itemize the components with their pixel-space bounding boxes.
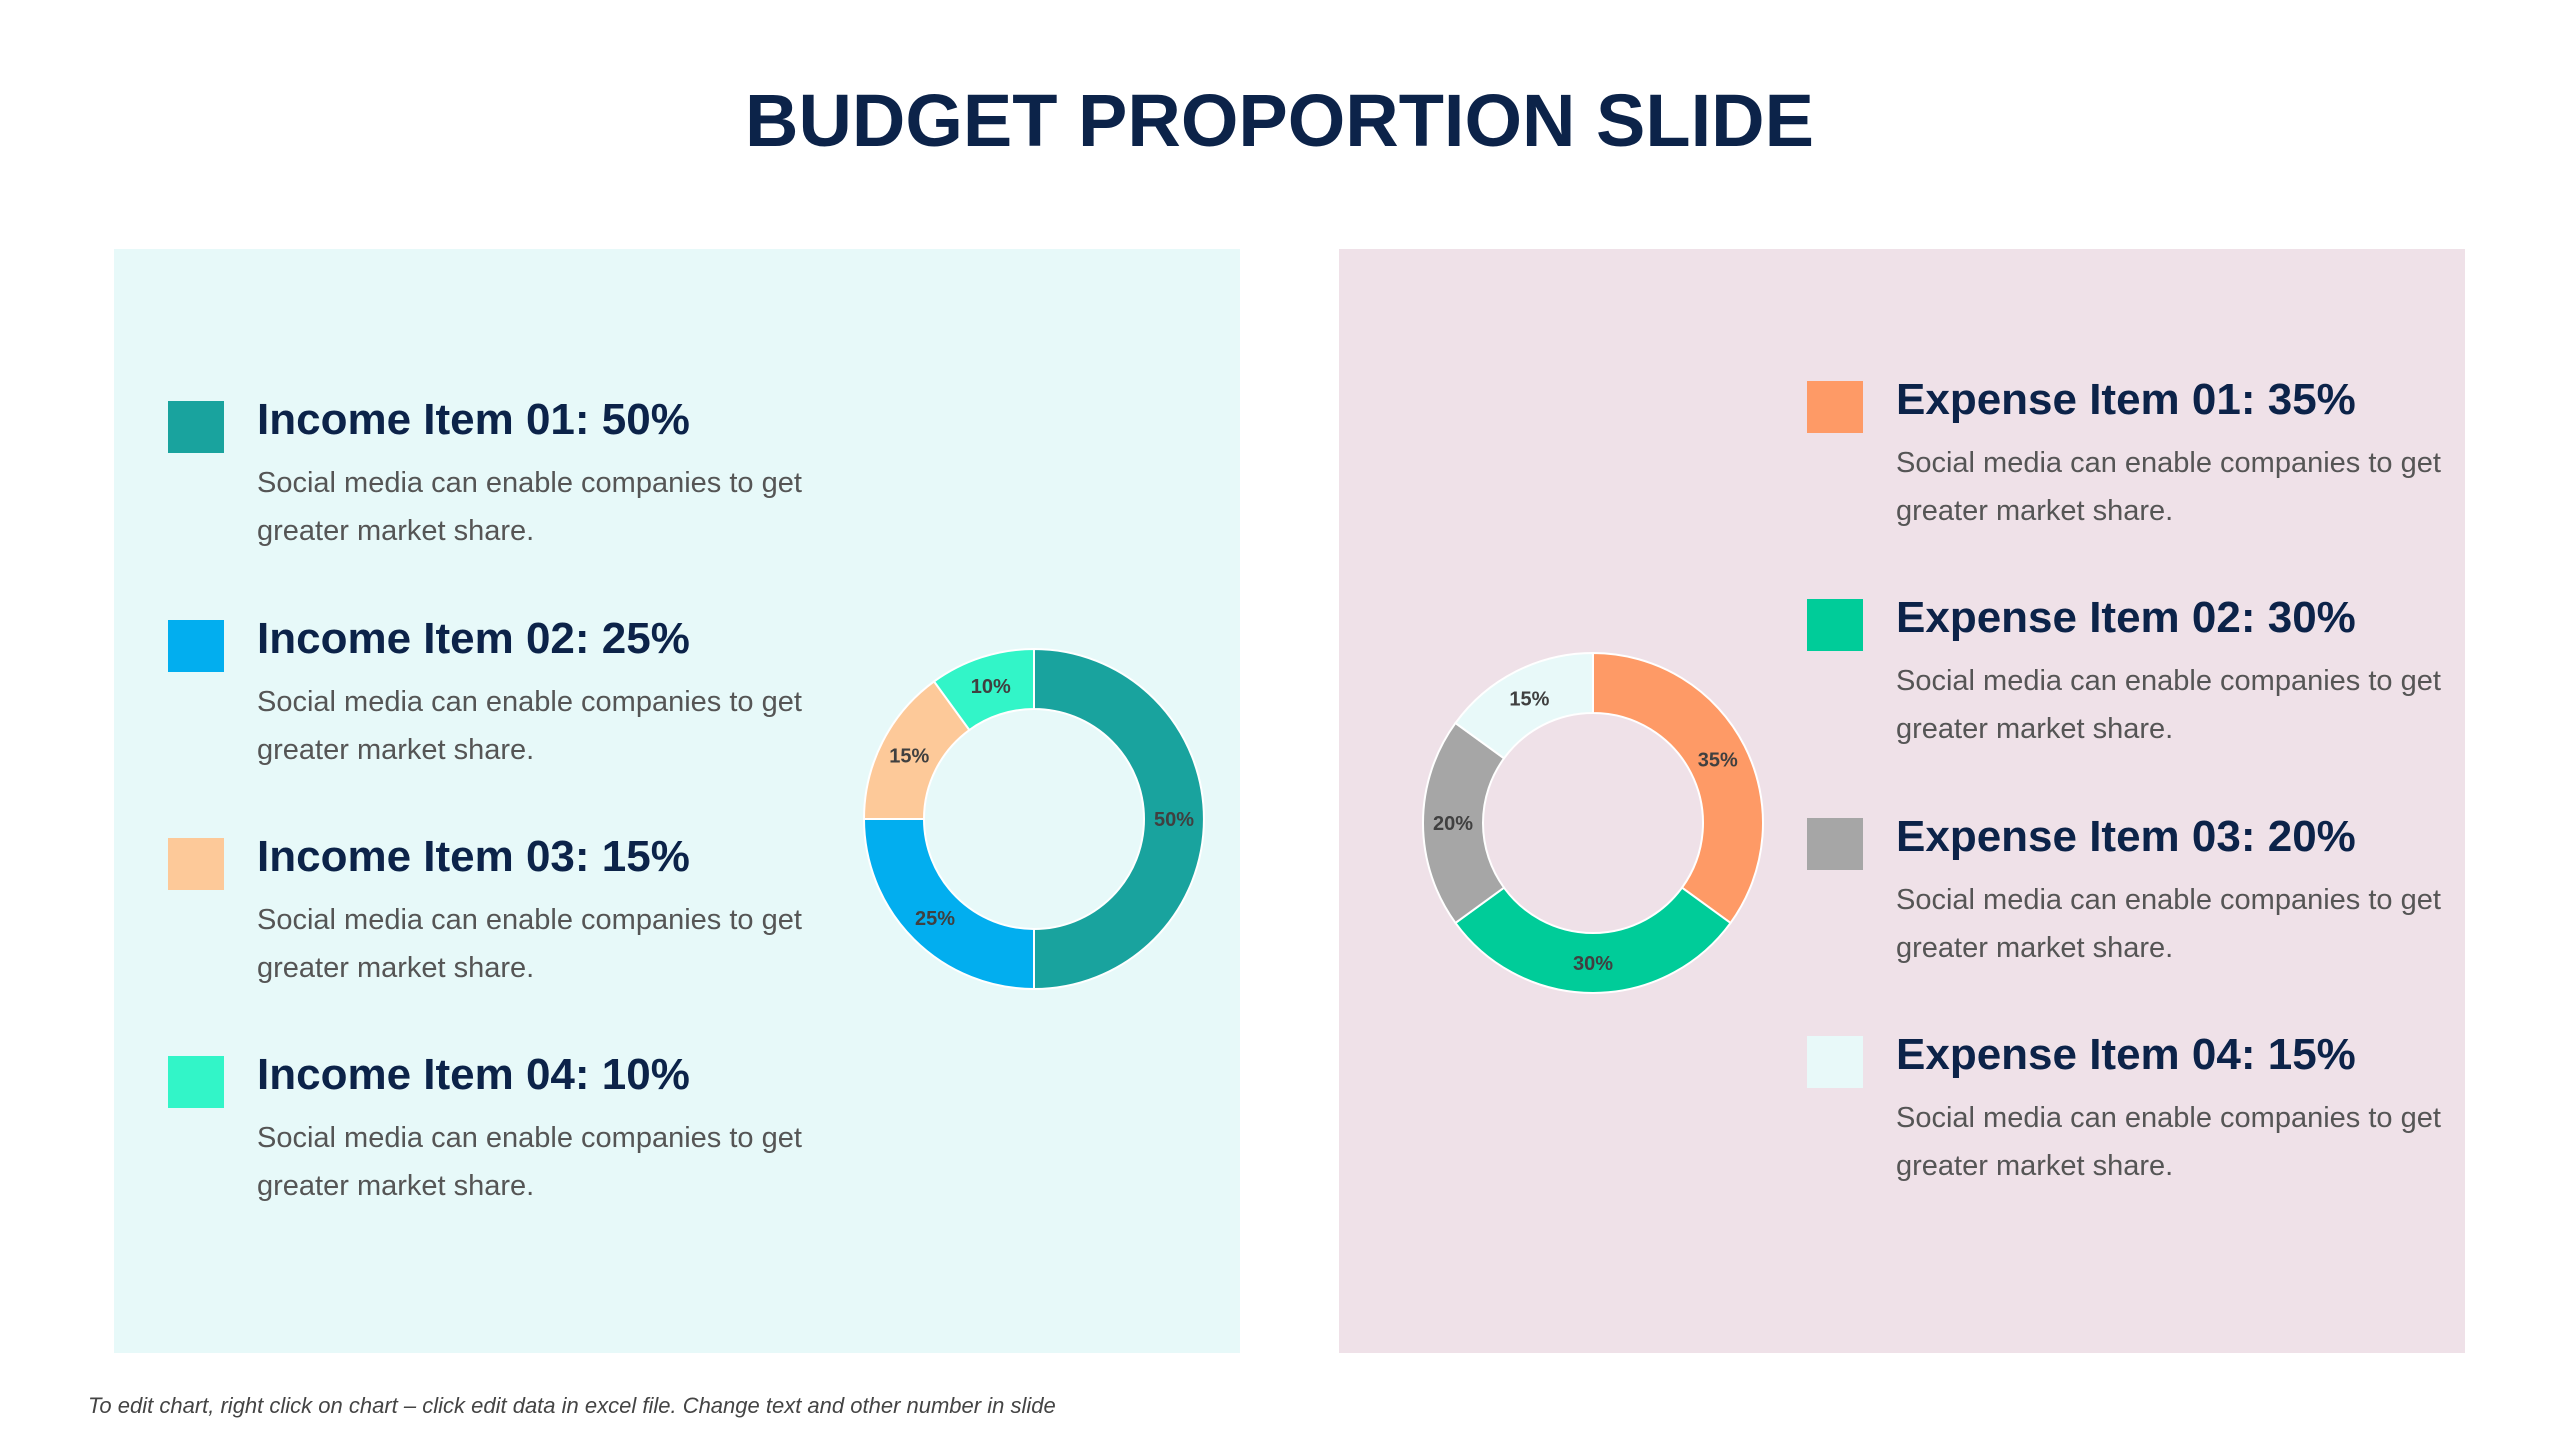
income-panel: Income Item 01: 50% Social media can ena… — [114, 249, 1240, 1353]
income-swatch — [168, 401, 224, 453]
income-slice[interactable] — [932, 647, 1035, 732]
income-item-description: Social media can enable companies to get… — [257, 467, 802, 547]
income-swatch — [168, 838, 224, 890]
income-item-description: Social media can enable companies to get… — [257, 904, 802, 984]
expense-item-description: Social media can enable companies to get… — [1896, 884, 2441, 964]
income-swatch — [168, 1056, 224, 1108]
expense-panel: 35% 30% 20% 15% Expense Item 01: 35% Social… — [1339, 249, 2465, 1353]
income-item-heading: Income Item 03: 15% — [257, 832, 690, 881]
income-slice-label: 15% — [889, 745, 929, 767]
footnote: To edit chart, right click on chart – cl… — [88, 1393, 1056, 1418]
expense-item-description: Social media can enable companies to get… — [1896, 1102, 2441, 1182]
expense-item-heading: Expense Item 03: 20% — [1896, 812, 2356, 861]
expense-slice-label: 15% — [1509, 688, 1549, 710]
income-donut-chart[interactable]: 50% 25% 15% 10% — [834, 619, 1234, 1019]
income-swatch — [168, 620, 224, 672]
expense-slice[interactable] — [1454, 886, 1732, 994]
expense-donut-chart[interactable]: 35% 30% 20% 15% — [1393, 623, 1793, 1023]
expense-item-description: Social media can enable companies to get… — [1896, 447, 2441, 527]
expense-slice[interactable] — [1454, 651, 1594, 760]
expense-swatch — [1807, 1036, 1863, 1088]
expense-swatch — [1807, 381, 1863, 433]
expense-item-heading: Expense Item 04: 15% — [1896, 1030, 2356, 1079]
expense-slice[interactable] — [1592, 651, 1764, 925]
expense-slice-label: 20% — [1433, 813, 1473, 835]
income-item-heading: Income Item 02: 25% — [257, 614, 690, 663]
income-item-heading: Income Item 01: 50% — [257, 395, 690, 444]
expense-slice-label: 30% — [1573, 953, 1613, 975]
income-item-heading: Income Item 04: 10% — [257, 1050, 690, 1099]
income-slice-label: 10% — [971, 676, 1011, 698]
expense-item-description: Social media can enable companies to get… — [1896, 665, 2441, 745]
expense-slice-label: 35% — [1698, 749, 1738, 771]
income-slice[interactable] — [862, 818, 1035, 991]
income-item-description: Social media can enable companies to get… — [257, 686, 802, 766]
expense-item-heading: Expense Item 02: 30% — [1896, 593, 2356, 642]
income-slice[interactable] — [1033, 647, 1205, 991]
income-slice-label: 25% — [915, 908, 955, 930]
income-slice-label: 50% — [1154, 809, 1194, 831]
expense-item-heading: Expense Item 01: 35% — [1896, 375, 2356, 424]
income-item-description: Social media can enable companies to get… — [257, 1122, 802, 1202]
expense-swatch — [1807, 599, 1863, 651]
slide-title: BUDGET PROPORTION SLIDE — [745, 79, 1814, 162]
expense-swatch — [1807, 818, 1863, 870]
